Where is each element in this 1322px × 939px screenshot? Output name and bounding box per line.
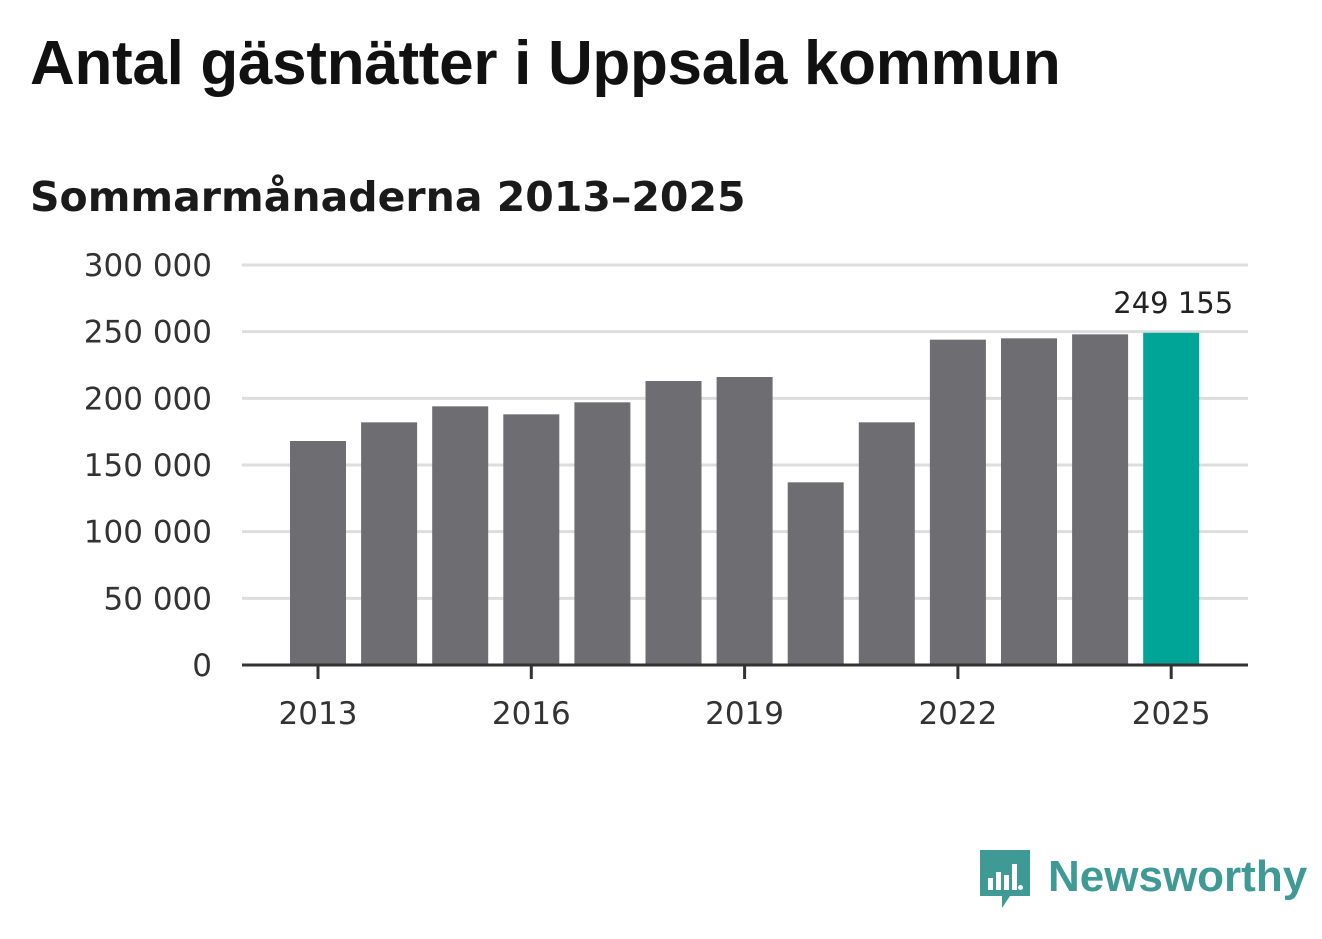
bars — [290, 332, 1200, 665]
data-labels: 249 155 — [1113, 286, 1233, 320]
x-tick-label: 2022 — [918, 696, 997, 732]
bar-2021 — [858, 422, 915, 665]
x-tick-label: 2016 — [492, 696, 571, 732]
brand-name: Newsworthy — [1048, 852, 1308, 901]
bar-2016 — [503, 414, 560, 665]
x-axis-labels: 2013 2016 2019 2022 2025 — [279, 696, 1211, 732]
y-tick-label: 300 000 — [84, 248, 212, 284]
bar-2025 — [1143, 332, 1200, 665]
bar-2013 — [290, 441, 346, 665]
y-tick-label: 100 000 — [84, 515, 212, 551]
x-tick-label: 2025 — [1132, 696, 1211, 732]
y-tick-label: 50 000 — [104, 581, 212, 617]
newsworthy-logo: Newsworthy — [980, 850, 1307, 910]
chart-title: Antal gästnätter i Uppsala kommun — [30, 29, 1061, 98]
y-tick-label: 250 000 — [84, 315, 212, 351]
bar-2018 — [645, 381, 702, 665]
newsworthy-logo-icon — [980, 850, 1030, 908]
y-tick-label: 150 000 — [84, 448, 212, 484]
chart-subtitle: Sommarmånaderna 2013–2025 — [30, 173, 746, 221]
bar-2014 — [361, 422, 418, 665]
bar-2017 — [574, 402, 631, 665]
x-tick-label: 2019 — [705, 696, 784, 732]
bar-2022 — [929, 339, 986, 665]
x-tick-label: 2013 — [279, 696, 358, 732]
bar-2015 — [432, 406, 489, 665]
y-tick-label: 200 000 — [84, 381, 212, 417]
y-tick-label: 0 — [192, 648, 212, 684]
bar-2024 — [1072, 334, 1129, 665]
data-label: 249 155 — [1113, 286, 1233, 320]
bar-2023 — [1001, 338, 1057, 665]
bar-2020 — [787, 482, 844, 665]
y-axis-labels: 0 50 000 100 000 150 000 200 000 250 000 300 0… — [84, 248, 212, 684]
bar-2019 — [716, 377, 773, 665]
x-axis — [242, 663, 1248, 679]
